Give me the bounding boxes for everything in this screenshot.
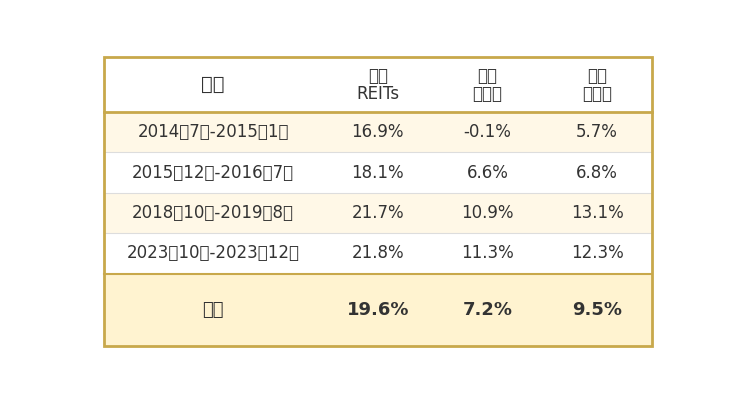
Text: 9.5%: 9.5% xyxy=(572,301,622,319)
Text: 21.8%: 21.8% xyxy=(352,245,404,263)
Text: 11.3%: 11.3% xyxy=(461,245,514,263)
Text: 19.6%: 19.6% xyxy=(346,301,409,319)
Bar xyxy=(103,193,652,233)
Bar xyxy=(103,112,652,152)
Bar xyxy=(103,274,652,346)
Text: 6.8%: 6.8% xyxy=(576,164,618,182)
Text: 平均: 平均 xyxy=(203,301,224,319)
Text: 6.6%: 6.6% xyxy=(467,164,509,182)
Text: 18.1%: 18.1% xyxy=(352,164,404,182)
Text: 可轉債: 可轉債 xyxy=(472,85,503,103)
Bar xyxy=(103,152,652,193)
Text: 美國: 美國 xyxy=(368,67,388,85)
Text: 2023年10月-2023年12月: 2023年10月-2023年12月 xyxy=(127,245,300,263)
Text: 21.7%: 21.7% xyxy=(352,204,404,222)
Text: 2018年10月-2019年8月: 2018年10月-2019年8月 xyxy=(132,204,294,222)
Text: 13.1%: 13.1% xyxy=(570,204,624,222)
Text: 2014年7月-2015年1月: 2014年7月-2015年1月 xyxy=(138,123,289,141)
Text: -0.1%: -0.1% xyxy=(464,123,511,141)
Text: 7.2%: 7.2% xyxy=(462,301,512,319)
Text: 10.9%: 10.9% xyxy=(461,204,514,222)
Text: 12.3%: 12.3% xyxy=(570,245,624,263)
Text: REITs: REITs xyxy=(356,85,399,103)
Text: 美國: 美國 xyxy=(478,67,497,85)
Text: 特別股: 特別股 xyxy=(582,85,612,103)
Text: 5.7%: 5.7% xyxy=(576,123,618,141)
Text: 美國: 美國 xyxy=(587,67,607,85)
Text: 2015年12月-2016年7月: 2015年12月-2016年7月 xyxy=(132,164,294,182)
Text: 16.9%: 16.9% xyxy=(352,123,404,141)
Bar xyxy=(103,233,652,274)
Text: 期間: 期間 xyxy=(201,75,225,94)
Bar xyxy=(103,57,652,112)
